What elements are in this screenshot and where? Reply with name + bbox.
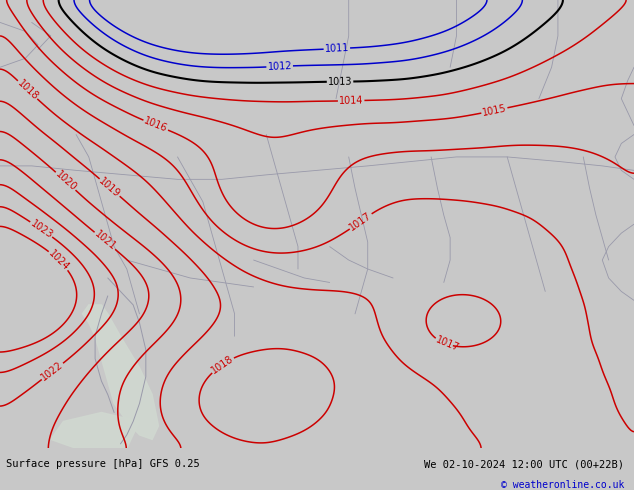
- Text: 1022: 1022: [39, 360, 65, 383]
- Text: 1016: 1016: [143, 116, 169, 134]
- Text: 1017: 1017: [347, 210, 373, 233]
- Text: 1011: 1011: [325, 43, 349, 54]
- Text: 1018: 1018: [15, 78, 40, 102]
- Text: 1014: 1014: [339, 96, 363, 106]
- Text: 1021: 1021: [92, 229, 117, 252]
- Text: 1012: 1012: [267, 61, 292, 72]
- Polygon shape: [82, 305, 158, 440]
- Text: Surface pressure [hPa] GFS 0.25: Surface pressure [hPa] GFS 0.25: [6, 459, 200, 469]
- Text: 1019: 1019: [97, 176, 122, 199]
- Text: 1015: 1015: [481, 103, 507, 118]
- Text: 1017: 1017: [434, 335, 461, 354]
- Text: 1013: 1013: [328, 76, 353, 87]
- Text: 1018: 1018: [209, 354, 235, 376]
- Text: We 02-10-2024 12:00 UTC (00+22B): We 02-10-2024 12:00 UTC (00+22B): [425, 459, 624, 469]
- Polygon shape: [51, 413, 139, 448]
- Text: 1023: 1023: [29, 218, 55, 241]
- Text: 1024: 1024: [46, 248, 71, 272]
- Text: 1020: 1020: [53, 169, 78, 193]
- Text: © weatheronline.co.uk: © weatheronline.co.uk: [501, 480, 624, 490]
